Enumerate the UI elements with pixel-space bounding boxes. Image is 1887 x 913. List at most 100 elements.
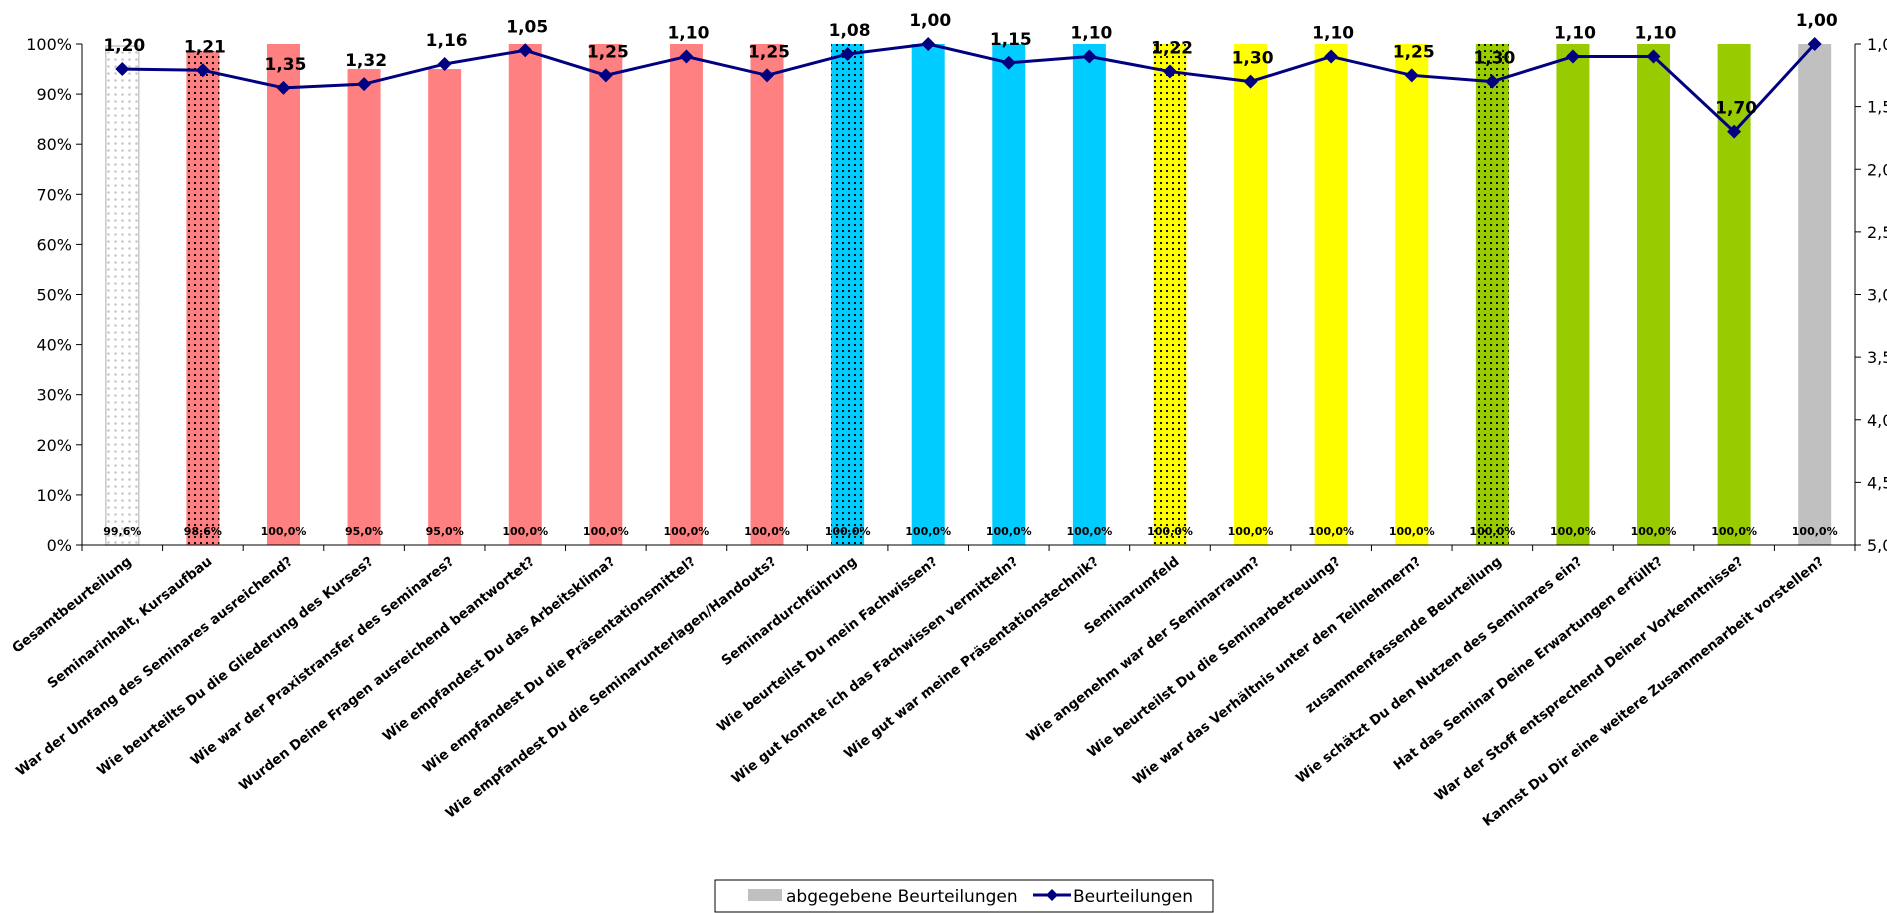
legend-label-line: Beurteilungen <box>1073 887 1193 907</box>
line-data-label: 1,25 <box>748 42 790 62</box>
bar <box>750 44 784 545</box>
right-axis-tick-label: 1,0 <box>1867 35 1887 54</box>
category-label: Wurden Deine Fragen ausreichend beantwor… <box>236 554 538 795</box>
category-label: Wie beurteilts Du die Gliederung des Kur… <box>94 554 376 780</box>
line-point <box>760 68 775 83</box>
left-axis-tick-label: 80% <box>36 135 72 154</box>
category-label: Hat das Seminar Deine Erwartungen erfüll… <box>1391 554 1666 774</box>
line-point <box>1404 68 1419 83</box>
left-axis-tick-label: 90% <box>36 85 72 104</box>
line-data-label: 1,10 <box>1554 24 1596 44</box>
line-point <box>1082 49 1097 64</box>
legend-box <box>714 879 1214 913</box>
bar-data-label: 100,0% <box>261 525 307 538</box>
bar-data-label: 100,0% <box>583 525 629 538</box>
bar <box>1395 44 1429 545</box>
left-axis-tick-label: 100% <box>26 35 72 54</box>
bar-data-label: 100,0% <box>1228 525 1274 538</box>
right-axis-tick-label: 4,0 <box>1867 411 1887 430</box>
left-axis-tick-label: 60% <box>36 235 72 254</box>
bar <box>266 44 300 545</box>
bar-data-label: 100,0% <box>664 525 710 538</box>
bar-data-label: 100,0% <box>1550 525 1596 538</box>
bar-data-label: 100,0% <box>1066 525 1112 538</box>
bar-data-label: 98,6% <box>184 525 222 538</box>
line-data-label: 1,35 <box>265 55 307 75</box>
line-data-label: 1,08 <box>829 21 871 41</box>
bar <box>1072 44 1106 545</box>
line-data-label: 1,30 <box>1473 49 1515 69</box>
right-axis-tick-label: 1,5 <box>1867 98 1887 117</box>
bar-data-label: 99,6% <box>103 525 141 538</box>
bar <box>428 69 462 546</box>
series-line <box>122 42 1816 134</box>
line-data-label: 1,21 <box>184 37 226 57</box>
right-axis-tick-label: 3,0 <box>1867 286 1887 305</box>
line-data-label: 1,70 <box>1715 99 1757 119</box>
legend: abgegebene Beurteilungen Beurteilungen <box>714 879 1214 913</box>
right-axis-tick-label: 2,0 <box>1867 160 1887 179</box>
line-point <box>115 62 130 77</box>
bar <box>347 69 381 546</box>
line-data-label: 1,10 <box>1070 24 1112 44</box>
bar-pattern-overlay <box>1475 44 1509 545</box>
line-point <box>1485 74 1500 89</box>
line-data-label: 1,10 <box>1635 24 1677 44</box>
line-data-label: 1,05 <box>506 17 548 37</box>
bar-data-label: 100,0% <box>1711 525 1757 538</box>
line-point <box>1565 49 1580 64</box>
bar-data-label: 100,0% <box>1308 525 1354 538</box>
category-label: Wie war das Verhältnis unter den Teilneh… <box>1130 554 1424 789</box>
line-data-label: 1,30 <box>1232 49 1274 69</box>
bar-data-label: 95,0% <box>345 525 383 538</box>
bar-data-label: 100,0% <box>1792 525 1838 538</box>
right-axis-tick-label: 5,0 <box>1867 536 1887 555</box>
line-data-label: 1,10 <box>667 24 709 44</box>
right-axis-tick-label: 2,5 <box>1867 223 1887 242</box>
left-axis-tick-label: 50% <box>36 286 72 305</box>
line-point <box>679 49 694 64</box>
legend-swatch-bars <box>748 889 782 901</box>
bar-data-label: 100,0% <box>1631 525 1677 538</box>
left-axis-tick-label: 10% <box>36 486 72 505</box>
bar-data-label: 100,0% <box>905 525 951 538</box>
line-data-label: 1,25 <box>1393 42 1435 62</box>
line-data-label: 1,20 <box>103 36 145 56</box>
line-data-label: 1,22 <box>1151 39 1193 59</box>
bar <box>992 44 1026 545</box>
line-point <box>518 43 533 58</box>
bar-pattern-overlay <box>831 44 865 545</box>
line-point <box>1001 55 1016 70</box>
category-label: Wie schätzt Du den Nutzen des Seminares … <box>1293 554 1585 787</box>
bar <box>105 45 140 546</box>
line-series <box>115 37 1822 139</box>
line-point <box>1727 124 1742 139</box>
line-point <box>357 77 372 92</box>
line-data-label: 1,32 <box>345 51 387 71</box>
axes: 0% 10% 20% 30% 40% 50% 60% 70% 80% 90% 100% 1,0 1,5 2… <box>26 35 1887 555</box>
bar <box>508 44 542 545</box>
left-axis-tick-label: 0% <box>47 536 72 555</box>
left-axis-tick-label: 40% <box>36 336 72 355</box>
line-data-label: 1,16 <box>426 31 468 51</box>
left-axis-tick-label: 70% <box>36 185 72 204</box>
line-point <box>437 57 452 72</box>
legend-label-bars: abgegebene Beurteilungen <box>786 887 1018 907</box>
line-point <box>195 63 210 78</box>
category-label: War der Umfang des Seminares ausreichend… <box>13 554 296 780</box>
line-point <box>598 68 613 83</box>
right-axis-tick-label: 3,5 <box>1867 348 1887 367</box>
bar-data-label: 100,0% <box>1469 525 1515 538</box>
bar <box>1637 44 1671 545</box>
bar-data-label: 100,0% <box>1389 525 1435 538</box>
bar <box>669 44 703 545</box>
left-axis-tick-label: 20% <box>36 436 72 455</box>
line-data-label: 1,15 <box>990 30 1032 50</box>
bar-data-label: 100,0% <box>825 525 871 538</box>
right-axis-tick-label: 4,5 <box>1867 473 1887 492</box>
bar <box>1234 44 1268 545</box>
bar-data-label: 100,0% <box>986 525 1032 538</box>
bar-pattern-overlay <box>186 51 220 545</box>
line-point <box>1162 64 1177 79</box>
